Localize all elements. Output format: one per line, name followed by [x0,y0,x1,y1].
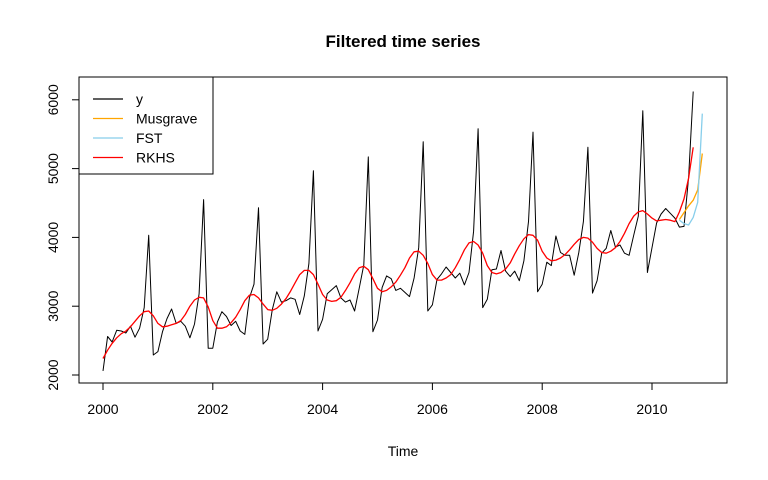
series-line-y [102,91,694,371]
x-tick-label: 2002 [197,401,228,417]
legend-label-rkhs: RKHS [136,150,175,166]
y-tick-label: 2000 [45,359,61,390]
x-axis-label: Time [388,443,419,459]
y-tick-label: 6000 [45,84,61,115]
x-tick-label: 2000 [87,401,118,417]
y-axis: 2000 3000 4000 5000 6000 [45,84,80,391]
y-tick-label: 4000 [45,222,61,253]
x-tick-label: 2004 [307,401,338,417]
legend-label-y: y [136,91,143,107]
x-tick-label: 2006 [417,401,448,417]
legend: y Musgrave FST RKHS [78,76,214,175]
x-axis: 2000 2002 2004 2006 2008 2010 [87,382,668,417]
x-tick-label: 2008 [527,401,558,417]
series-line-rkhs [102,147,694,359]
series-line-fst [679,113,703,226]
legend-label-fst: FST [136,130,163,146]
y-tick-label: 3000 [45,290,61,321]
chart-title: Filtered time series [326,32,481,51]
x-tick-label: 2010 [636,401,667,417]
y-tick-label: 5000 [45,153,61,184]
legend-label-musgrave: Musgrave [136,111,198,127]
series-layer [102,91,703,371]
